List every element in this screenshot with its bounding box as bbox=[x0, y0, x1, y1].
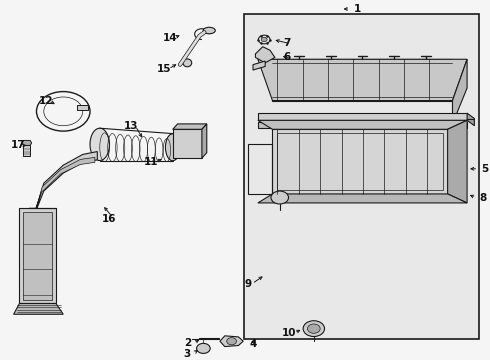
Text: 17: 17 bbox=[11, 140, 26, 150]
Text: 13: 13 bbox=[124, 121, 139, 131]
Text: 3: 3 bbox=[184, 349, 191, 359]
Text: 2: 2 bbox=[184, 338, 191, 348]
Ellipse shape bbox=[90, 128, 109, 161]
Polygon shape bbox=[14, 303, 63, 314]
Text: 9: 9 bbox=[245, 279, 252, 289]
Polygon shape bbox=[258, 122, 467, 127]
Text: 14: 14 bbox=[163, 33, 177, 43]
Polygon shape bbox=[24, 212, 52, 300]
Polygon shape bbox=[22, 140, 32, 145]
Text: 16: 16 bbox=[102, 214, 117, 224]
Polygon shape bbox=[258, 59, 467, 100]
Polygon shape bbox=[258, 120, 467, 129]
Text: 8: 8 bbox=[479, 193, 487, 203]
Polygon shape bbox=[172, 124, 207, 129]
Polygon shape bbox=[253, 61, 265, 70]
Polygon shape bbox=[258, 194, 467, 203]
Text: 12: 12 bbox=[39, 95, 53, 105]
Circle shape bbox=[271, 191, 289, 204]
Text: 4: 4 bbox=[249, 339, 257, 349]
Polygon shape bbox=[20, 208, 56, 303]
Polygon shape bbox=[202, 124, 207, 158]
Polygon shape bbox=[220, 336, 243, 347]
Text: 15: 15 bbox=[157, 64, 171, 74]
Text: 1: 1 bbox=[354, 4, 361, 14]
Polygon shape bbox=[448, 120, 467, 203]
Ellipse shape bbox=[166, 134, 180, 161]
Circle shape bbox=[303, 321, 324, 337]
Circle shape bbox=[196, 343, 210, 354]
Polygon shape bbox=[198, 338, 219, 339]
Ellipse shape bbox=[183, 59, 192, 67]
Polygon shape bbox=[29, 157, 95, 216]
Polygon shape bbox=[272, 129, 448, 194]
Text: 7: 7 bbox=[283, 38, 291, 48]
Polygon shape bbox=[172, 129, 202, 158]
Ellipse shape bbox=[203, 27, 215, 34]
Text: 5: 5 bbox=[482, 164, 489, 174]
Polygon shape bbox=[452, 59, 467, 124]
Circle shape bbox=[261, 37, 267, 42]
Text: 6: 6 bbox=[283, 53, 291, 63]
Circle shape bbox=[308, 324, 320, 333]
Polygon shape bbox=[272, 59, 452, 100]
FancyBboxPatch shape bbox=[77, 104, 88, 110]
FancyBboxPatch shape bbox=[244, 14, 479, 339]
Circle shape bbox=[227, 338, 237, 345]
Text: 11: 11 bbox=[144, 157, 158, 167]
Polygon shape bbox=[255, 47, 275, 63]
Polygon shape bbox=[258, 113, 467, 120]
Polygon shape bbox=[467, 113, 474, 126]
Bar bbox=[24, 145, 30, 156]
Text: 10: 10 bbox=[282, 328, 297, 338]
Polygon shape bbox=[27, 152, 98, 216]
